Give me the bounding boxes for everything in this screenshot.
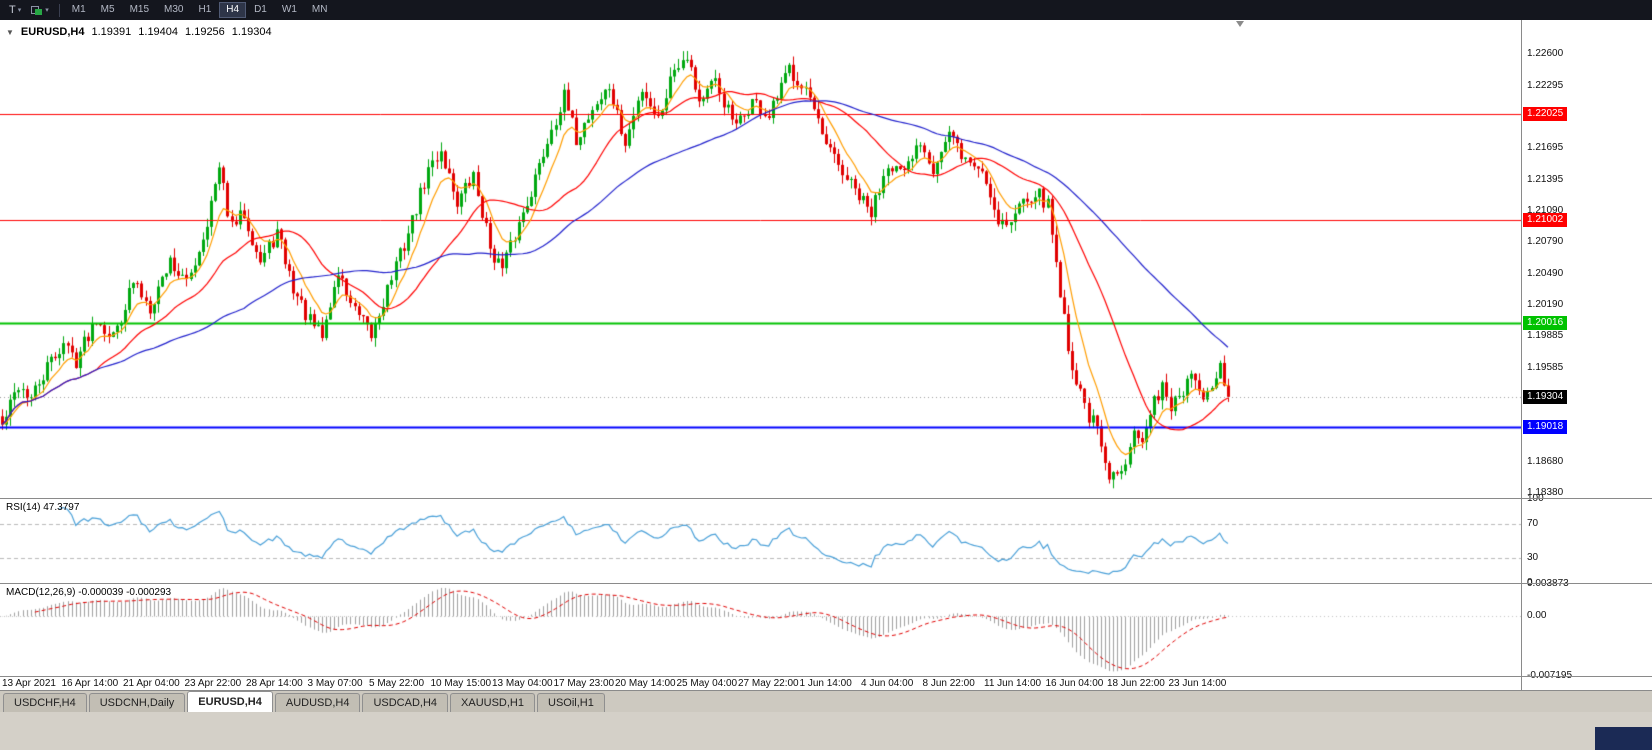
current-price-label: 1.19304: [1523, 389, 1568, 404]
price-axis[interactable]: 1.226001.222951.219901.216951.213951.210…: [1521, 20, 1652, 690]
chevron-down-icon: ▾: [17, 6, 22, 14]
timeframe-m15-button[interactable]: M15: [129, 4, 150, 15]
time-label: 3 May 07:00: [307, 678, 363, 689]
chart-tab-usoil[interactable]: USOil,H1: [537, 693, 605, 712]
pane-separator[interactable]: [0, 583, 1652, 584]
time-label: 1 Jun 14:00: [799, 678, 852, 689]
timeframe-h1-button[interactable]: H1: [198, 4, 212, 15]
level-price-label: 1.20016: [1523, 315, 1568, 330]
bottom-right-block: [1595, 727, 1652, 750]
macd-canvas[interactable]: [0, 584, 1521, 676]
time-label: 10 May 15:00: [430, 678, 492, 689]
time-label: 25 May 04:00: [676, 678, 738, 689]
top-toolbar: T ▾ ▾ M1 M5 M15 M30 H1 H4 D1 W1 MN: [0, 0, 1652, 20]
expand-quotes-icon[interactable]: ▼: [6, 27, 14, 37]
timeframe-m1-button[interactable]: M1: [71, 4, 86, 15]
price-tick: 1.22600: [1527, 48, 1564, 60]
macd-tick: -0.007195: [1527, 670, 1572, 682]
timeframe-toolbar: M1 M5 M15 M30 H1 H4 D1 W1 MN: [65, 2, 335, 18]
symbol-period-label: EURUSD,H4: [20, 26, 85, 38]
toolbar-handle-label: T: [9, 4, 16, 16]
price-tick: 1.20790: [1527, 236, 1564, 248]
high-price: 1.19404: [138, 26, 179, 38]
low-price: 1.19256: [185, 26, 225, 38]
chart-tab-usdcnh[interactable]: USDCNH,Daily: [88, 693, 186, 712]
chevron-down-icon: ▾: [45, 6, 49, 14]
templates-button[interactable]: ▾: [26, 4, 54, 17]
time-axis[interactable]: 13 Apr 2021 16 Apr 14:00 21 Apr 04:00 23 Ap…: [0, 677, 1521, 690]
rsi-tick: 30: [1527, 551, 1539, 563]
level-price-label: 1.19018: [1523, 419, 1568, 434]
time-label: 5 May 22:00: [369, 678, 425, 689]
chart-tab-bar: USDCHF,H4 USDCNH,Daily EURUSD,H4 AUDUSD,H4 U…: [0, 690, 1652, 712]
time-label: 27 May 22:00: [738, 678, 799, 689]
time-label: 16 Apr 14:00: [61, 678, 119, 689]
time-label: 8 Jun 22:00: [922, 678, 975, 689]
chart-tab-audusd[interactable]: AUDUSD,H4: [274, 693, 361, 712]
price-tick: 1.20490: [1527, 267, 1564, 279]
price-tick: 1.22295: [1527, 79, 1564, 91]
time-label: 23 Apr 22:00: [184, 678, 242, 689]
time-label: 20 May 14:00: [615, 678, 676, 689]
timeframe-w1-button[interactable]: W1: [281, 4, 297, 15]
time-label: 11 Jun 14:00: [984, 678, 1042, 689]
macd-tick: 0.00: [1527, 610, 1547, 622]
bottom-strip: [0, 712, 1652, 750]
time-label: 17 May 23:00: [553, 678, 615, 689]
rsi-tick: 100: [1527, 493, 1544, 505]
time-label: 16 Jun 04:00: [1045, 678, 1104, 689]
timeframe-h4-button[interactable]: H4: [219, 2, 247, 18]
price-tick: 1.18680: [1527, 455, 1564, 467]
time-label: 21 Apr 04:00: [123, 678, 180, 689]
open-price: 1.19391: [91, 26, 132, 38]
time-label: 28 Apr 14:00: [246, 678, 303, 689]
macd-tick: 0.003873: [1527, 578, 1569, 590]
timeframe-d1-button[interactable]: D1: [254, 4, 267, 15]
level-price-label: 1.21002: [1523, 213, 1568, 228]
rsi-label: RSI(14) 47.3797: [6, 502, 80, 513]
shift-marker-icon[interactable]: [1236, 21, 1244, 27]
chart-tab-usdchf[interactable]: USDCHF,H4: [3, 693, 87, 712]
pane-separator: [0, 676, 1652, 677]
time-label: 23 Jun 14:00: [1168, 678, 1227, 689]
price-chart-canvas[interactable]: [0, 20, 1521, 498]
close-price: 1.19304: [231, 26, 272, 38]
toolbar-separator: [58, 3, 60, 17]
level-price-label: 1.22025: [1523, 107, 1568, 122]
price-tick: 1.21090: [1527, 205, 1564, 217]
price-tick: 1.21395: [1527, 173, 1564, 185]
price-tick: 1.19585: [1527, 361, 1564, 373]
templates-icon: [31, 5, 43, 16]
macd-label: MACD(12,26,9) -0.000039 -0.000293: [6, 587, 172, 598]
toolbar-handle-button[interactable]: T ▾: [4, 3, 26, 17]
chart-tab-usdcad[interactable]: USDCAD,H4: [362, 693, 449, 712]
time-label: 13 Apr 2021: [2, 678, 56, 689]
chart-title: ▼ EURUSD,H4 1.19391 1.19404 1.19256 1.19…: [6, 26, 272, 38]
chart-tab-eurusd[interactable]: EURUSD,H4: [187, 691, 273, 712]
price-tick: 1.20190: [1527, 298, 1564, 310]
chart-tab-xauusd[interactable]: XAUUSD,H1: [450, 693, 535, 712]
time-label: 13 May 04:00: [492, 678, 553, 689]
time-label: 4 Jun 04:00: [861, 678, 914, 689]
timeframe-m30-button[interactable]: M30: [164, 4, 184, 15]
rsi-tick: 0: [1527, 577, 1533, 589]
rsi-tick: 70: [1527, 518, 1539, 530]
rsi-canvas[interactable]: [0, 499, 1521, 583]
price-tick: 1.21695: [1527, 142, 1564, 154]
time-label: 18 Jun 22:00: [1107, 678, 1165, 689]
pane-separator[interactable]: [0, 498, 1652, 499]
timeframe-m5-button[interactable]: M5: [100, 4, 115, 15]
timeframe-mn-button[interactable]: MN: [311, 4, 328, 15]
price-tick: 1.19885: [1527, 330, 1564, 342]
price-tick: 1.18380: [1527, 486, 1564, 498]
